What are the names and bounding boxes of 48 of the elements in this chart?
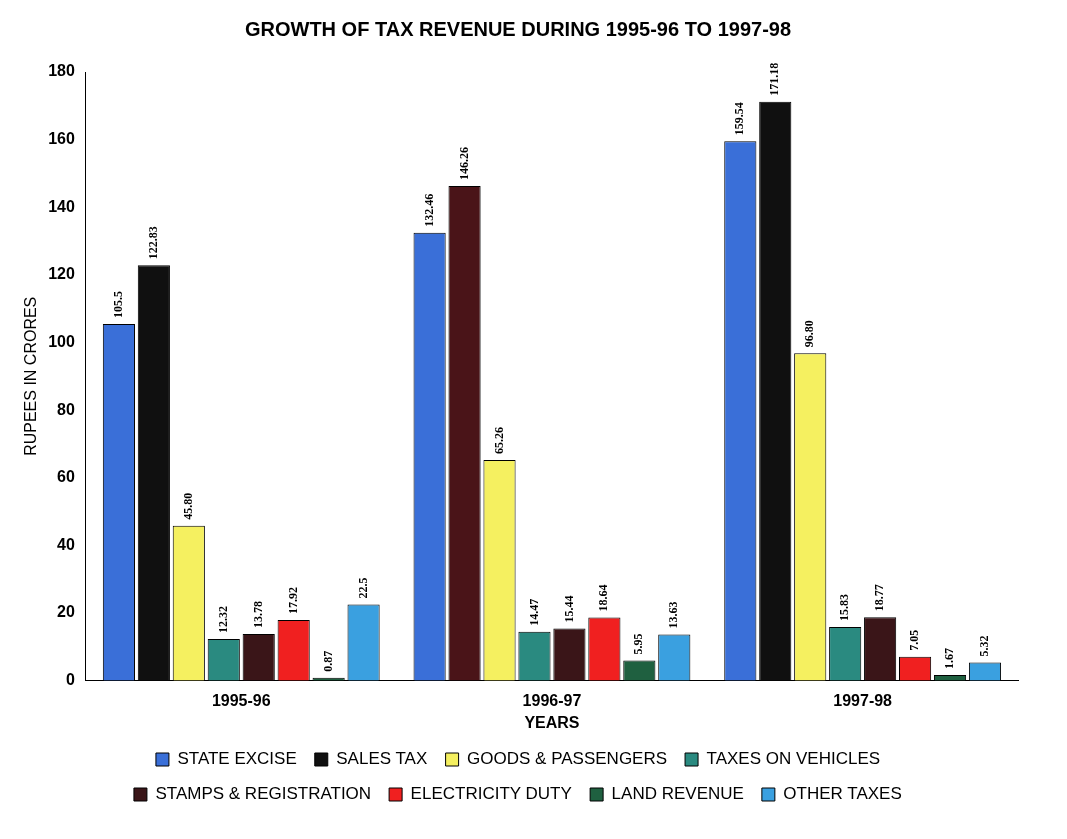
- legend-label: OTHER TAXES: [783, 784, 902, 804]
- data-label: 45.80: [180, 492, 195, 520]
- data-label: 1.67: [942, 647, 957, 669]
- data-label: 14.47: [526, 598, 541, 626]
- data-label: 13.63: [666, 601, 681, 629]
- data-label: 171.18: [767, 62, 782, 96]
- data-label: 159.54: [732, 102, 747, 136]
- data-label: 65.26: [491, 426, 506, 454]
- data-label: 146.26: [456, 147, 471, 181]
- y-tick-label: 120: [48, 265, 75, 283]
- y-tick-label: 0: [65, 671, 75, 689]
- data-label: 5.32: [977, 635, 992, 657]
- data-label: 18.77: [872, 584, 887, 612]
- legend-label: STATE EXCISE: [177, 749, 297, 769]
- y-tick-label: 140: [48, 197, 75, 215]
- legend-label: SALES TAX: [336, 749, 428, 769]
- data-label: 15.44: [561, 595, 576, 623]
- y-tick-label: 160: [48, 130, 75, 148]
- legend-label: TAXES ON VEHICLES: [706, 749, 881, 769]
- data-label: 22.5: [355, 577, 370, 599]
- data-label: 17.92: [285, 587, 300, 615]
- data-label: 18.64: [596, 584, 611, 612]
- x-tick-label: 1997-98: [833, 691, 893, 709]
- data-label: 122.83: [145, 226, 160, 260]
- y-axis-title: RUPEES IN CRORES: [22, 296, 40, 456]
- data-label: 7.05: [907, 629, 922, 651]
- y-tick-label: 20: [57, 603, 75, 621]
- data-label: 12.32: [215, 605, 230, 633]
- data-label: 105.5: [111, 290, 125, 318]
- data-label: 96.80: [802, 320, 817, 348]
- x-tick-label: 1996-97: [522, 691, 582, 709]
- legend-label: LAND REVENUE: [611, 784, 744, 804]
- y-tick-label: 100: [48, 332, 75, 350]
- y-tick-label: 40: [57, 535, 75, 553]
- data-label: 132.46: [421, 193, 436, 227]
- legend-label: GOODS & PASSENGERS: [467, 749, 668, 769]
- data-label: 5.95: [631, 633, 646, 655]
- y-tick-label: 180: [48, 62, 75, 80]
- x-tick-label: 1995-96: [211, 691, 271, 709]
- y-tick-label: 80: [57, 400, 75, 418]
- legend-label: ELECTRICITY DUTY: [410, 784, 572, 804]
- data-label: 15.83: [837, 594, 852, 622]
- chart-title: GROWTH OF TAX REVENUE DURING 1995-96 TO 1997-98: [244, 17, 792, 40]
- y-tick-label: 60: [57, 468, 75, 486]
- legend-label: STAMPS & REGISTRATION: [155, 784, 372, 804]
- data-label: 0.87: [320, 650, 335, 672]
- x-axis-title: YEARS: [524, 713, 580, 731]
- data-label: 13.78: [250, 601, 265, 629]
